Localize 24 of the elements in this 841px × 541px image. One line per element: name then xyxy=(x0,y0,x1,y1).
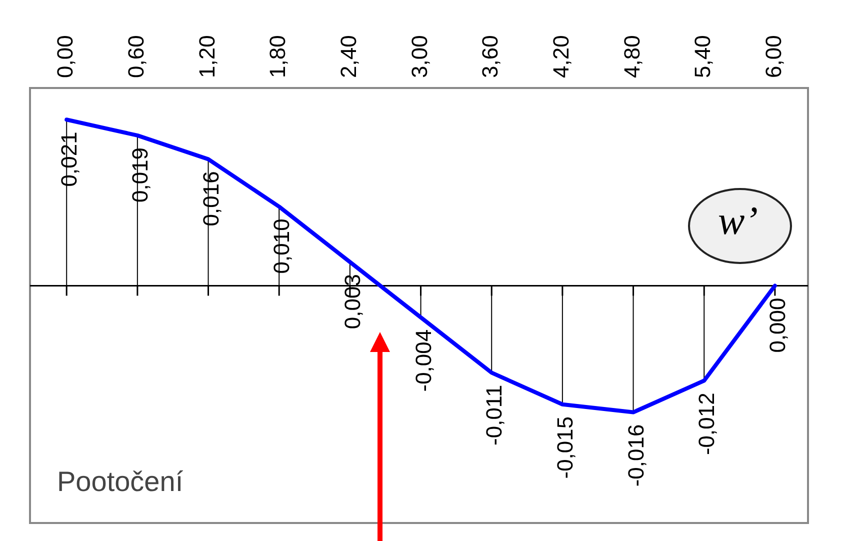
data-label: 0,010 xyxy=(269,218,294,274)
x-tick-label: 4,80 xyxy=(619,35,644,78)
data-label: 0,021 xyxy=(56,132,82,187)
x-tick-label: 1,80 xyxy=(265,35,290,78)
data-label: -0,015 xyxy=(552,416,578,479)
data-label: 0,016 xyxy=(198,171,224,226)
data-label: -0,011 xyxy=(482,384,507,446)
data-label: 0,019 xyxy=(127,147,152,203)
x-tick-label: 2,40 xyxy=(336,35,361,78)
x-tick-label: 5,40 xyxy=(690,35,716,78)
x-tick-label: 1,20 xyxy=(194,35,220,78)
x-tick-label: 4,20 xyxy=(548,35,574,78)
x-tick-label: 0,60 xyxy=(123,35,148,78)
annotation: w’ xyxy=(718,197,758,244)
data-label: -0,016 xyxy=(623,424,648,487)
data-label: 0,003 xyxy=(340,274,365,330)
x-tick-label: 0,00 xyxy=(52,35,78,78)
data-label: 0,000 xyxy=(765,298,790,353)
x-tick-label: 3,60 xyxy=(478,35,503,78)
data-label: -0,004 xyxy=(410,329,436,392)
x-tick-label: 3,00 xyxy=(406,35,432,78)
data-label: -0,012 xyxy=(694,392,720,456)
x-tick-label: 6,00 xyxy=(761,35,786,78)
annotation: Pootočení xyxy=(57,466,184,498)
